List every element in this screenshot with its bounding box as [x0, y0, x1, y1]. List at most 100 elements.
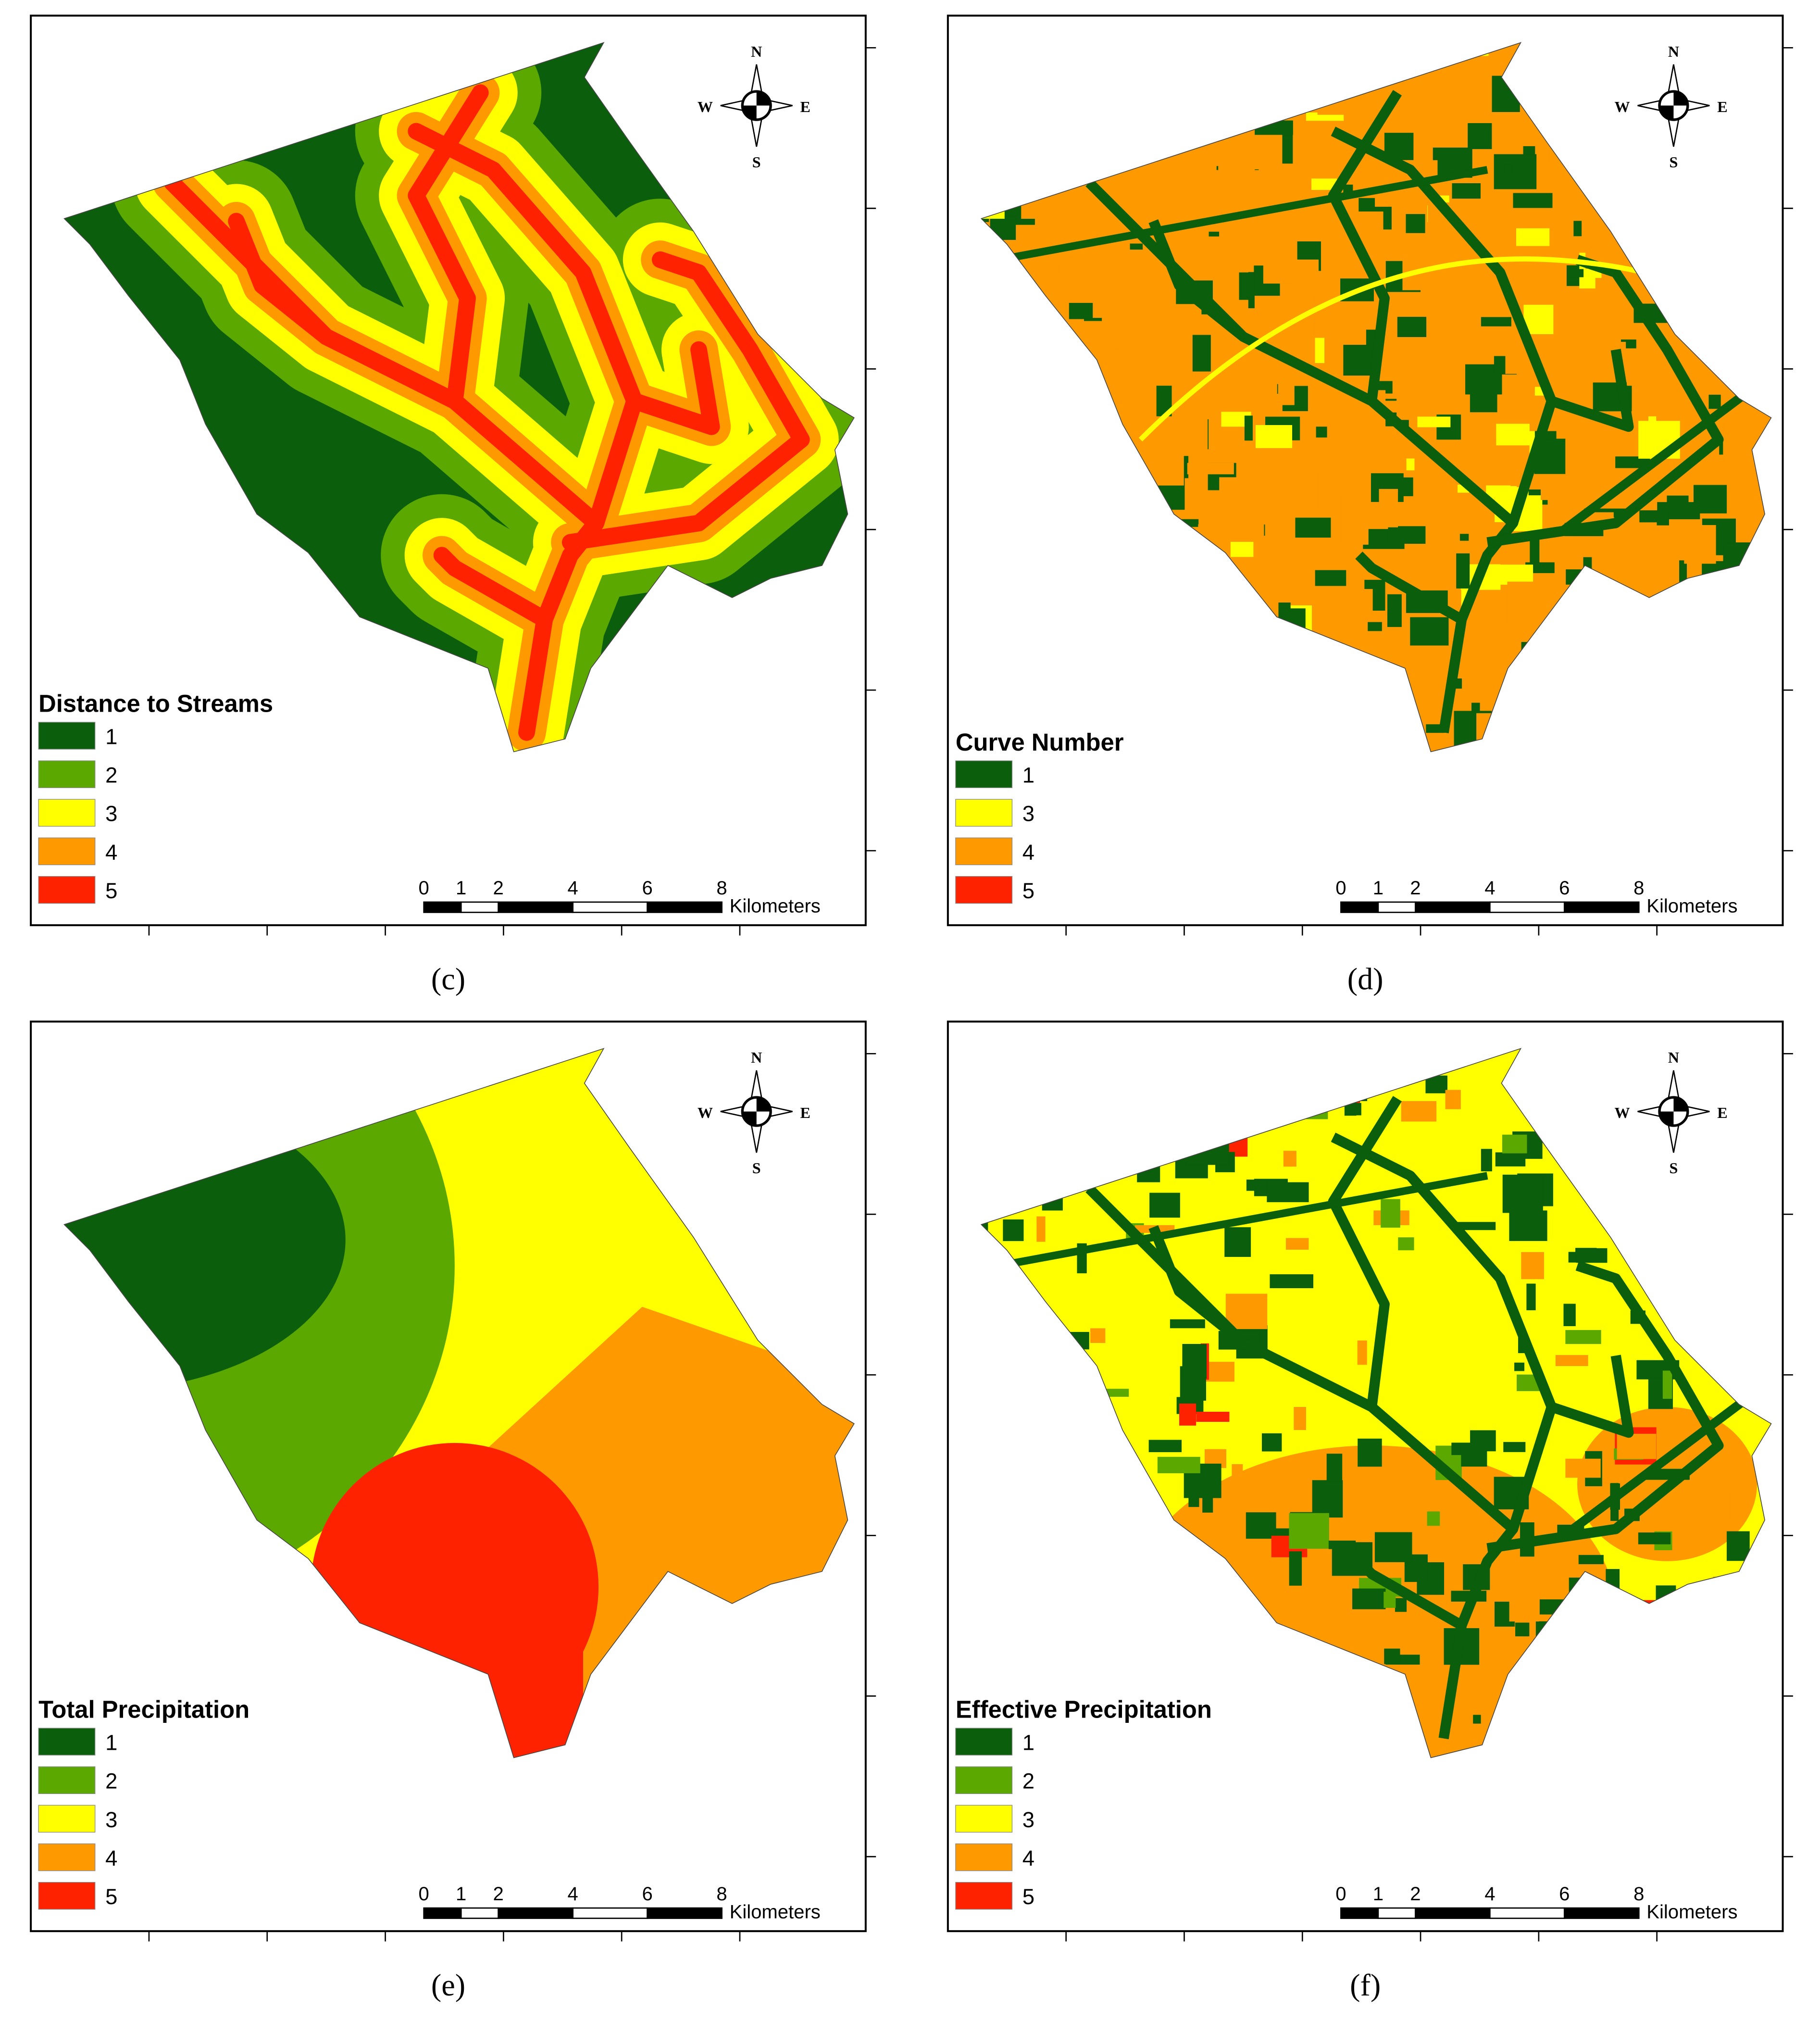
land-patch [1455, 1684, 1494, 1699]
land-patch [1502, 1134, 1527, 1154]
land-patch [1157, 1456, 1200, 1473]
compass-label: W [1615, 1104, 1630, 1121]
scale-label: 8 [1633, 878, 1644, 899]
scale-unit: Kilometers [1646, 1901, 1737, 1922]
land-patch [1576, 1248, 1608, 1263]
scale-segment [423, 1907, 462, 1919]
land-patch [1198, 524, 1251, 538]
land-patch [1573, 221, 1582, 237]
scale-segment [460, 1907, 499, 1919]
land-patch [1563, 1304, 1576, 1326]
land-patch [1270, 1274, 1313, 1289]
land-patch [1514, 1362, 1525, 1371]
legend-swatch [38, 760, 96, 788]
legend-label: 5 [1022, 878, 1035, 903]
land-patch [1565, 1330, 1601, 1344]
land-patch [1726, 1531, 1750, 1561]
scale-segment [1489, 1907, 1565, 1919]
legend-swatch [38, 876, 96, 904]
scale-label: 6 [642, 878, 652, 899]
legend-label: 3 [1022, 1807, 1035, 1832]
land-patch [1379, 489, 1398, 527]
land-patch [1327, 421, 1355, 464]
land-patch [1190, 236, 1221, 267]
legend-title: Effective Precipitation [956, 1696, 1212, 1723]
panel-caption: (c) [431, 962, 465, 996]
land-patch [1387, 594, 1402, 627]
land-patch [1638, 1532, 1671, 1544]
land-patch [1693, 485, 1727, 514]
legend-swatch [955, 1766, 1013, 1794]
stream-buffer [561, 251, 810, 551]
legend-label: 1 [1022, 763, 1035, 788]
legend-label: 1 [105, 1730, 117, 1755]
land-patch [1708, 394, 1721, 409]
land-patch [1417, 416, 1451, 427]
scale-segment [1415, 1907, 1491, 1919]
compass-label: N [1668, 43, 1679, 60]
legend-swatch [38, 1882, 96, 1910]
legend-label: 5 [105, 1884, 117, 1909]
map-panel: N S E W Total Precipitation 1 2 3 4 5 0 1 2 4 6 8Kilome… [30, 1020, 876, 2002]
land-patch [1224, 1227, 1251, 1257]
land-patch [1328, 1540, 1356, 1549]
compass-label: E [1717, 98, 1727, 115]
compass-label: E [1717, 1104, 1727, 1121]
land-patch [1634, 534, 1692, 547]
land-patch [1397, 316, 1427, 338]
scale-label: 8 [1633, 1883, 1644, 1905]
legend-label: 4 [1022, 1846, 1035, 1870]
legend-swatch [955, 1843, 1013, 1871]
land-patch [1521, 1252, 1544, 1280]
land-patch [1225, 1293, 1268, 1330]
land-patch [1282, 130, 1293, 169]
land-patch [1289, 1513, 1329, 1549]
land-patch [1388, 526, 1426, 544]
scale-label: 0 [419, 878, 429, 899]
land-patch [1396, 387, 1415, 420]
land-patch [1503, 1442, 1526, 1452]
land-patch [1384, 1592, 1396, 1608]
legend-label: 3 [1022, 802, 1035, 826]
scale-segment [1340, 1907, 1379, 1919]
legend-label: 5 [105, 878, 117, 903]
land-patch [1617, 1433, 1657, 1459]
scale-label: 2 [1410, 1883, 1421, 1905]
land-patch [1662, 1370, 1672, 1399]
legend-swatch [38, 1805, 96, 1833]
stream-buffer [433, 547, 553, 628]
land-patch [1069, 302, 1093, 319]
land-patch [1179, 1403, 1197, 1426]
land-patch [1413, 1500, 1447, 1512]
scale-segment [1377, 901, 1416, 913]
legend-label: 3 [105, 1807, 117, 1832]
scale-label: 6 [1559, 1883, 1570, 1905]
land-patch [1384, 1648, 1400, 1664]
legend-swatch [38, 1766, 96, 1794]
legend-swatch [955, 837, 1013, 866]
stream [1550, 349, 1634, 432]
scale-label: 8 [716, 1883, 727, 1905]
land-patch [1406, 458, 1415, 471]
land-patch [1456, 553, 1470, 589]
land-patch [1509, 1210, 1547, 1241]
legend-swatch [955, 799, 1013, 827]
land-patch [1374, 1532, 1412, 1562]
scale-unit: Kilometers [730, 895, 821, 916]
scale-label: 8 [716, 878, 727, 899]
legend-swatch [38, 1728, 96, 1756]
land-patch [1192, 335, 1211, 372]
compass-label: W [698, 1104, 713, 1121]
legend-label: 2 [105, 1769, 117, 1794]
compass-label: N [751, 43, 762, 60]
legend-title: Distance to Streams [38, 690, 273, 717]
scale-segment [460, 901, 499, 913]
scale-label: 0 [419, 1883, 429, 1905]
stream-buffer [408, 123, 643, 532]
land-patch [1261, 1433, 1282, 1452]
scale-label: 6 [1559, 878, 1570, 899]
land-patch [1332, 1620, 1363, 1648]
stream [1331, 126, 1557, 525]
scale-segment [498, 1907, 573, 1919]
